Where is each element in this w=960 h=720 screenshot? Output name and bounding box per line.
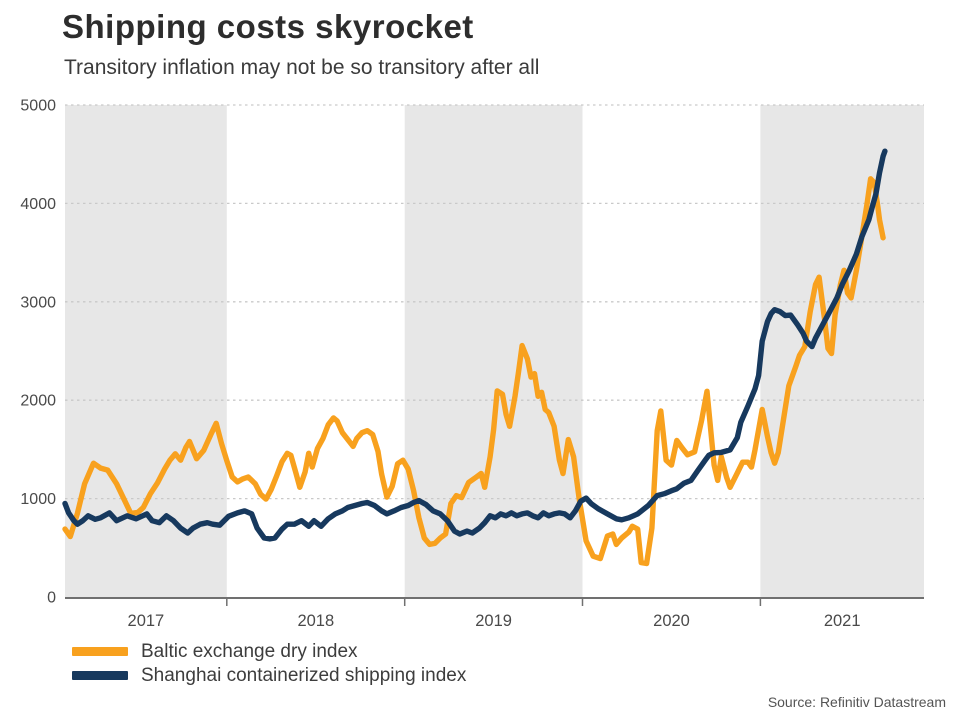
y-tick-label-3000: 3000	[20, 294, 56, 311]
y-tick-label-0: 0	[47, 590, 56, 607]
legend-item-shanghai: Shanghai containerized shipping index	[72, 665, 466, 686]
chart-title: Shipping costs skyrocket	[62, 8, 474, 45]
year-band-2019	[404, 105, 583, 597]
x-tick-label-2020: 2020	[653, 612, 690, 630]
x-tick-label-2017: 2017	[128, 612, 165, 630]
baltic-series-swatch	[72, 647, 128, 656]
chart-subtitle: Transitory inflation may not be so trans…	[64, 56, 540, 79]
source-credit: Source: Refinitiv Datastream	[767, 694, 946, 710]
y-tick-label-2000: 2000	[20, 393, 56, 410]
x-tick-label-2018: 2018	[297, 612, 334, 630]
y-tick-label-1000: 1000	[20, 491, 56, 508]
year-band-2021	[760, 105, 924, 597]
shanghai-series-swatch	[72, 671, 128, 680]
x-tick-label-2021: 2021	[824, 612, 861, 630]
y-tick-label-5000: 5000	[20, 98, 56, 115]
baltic-series-label: Baltic exchange dry index	[141, 640, 358, 662]
x-tick-label-2019: 2019	[475, 612, 512, 630]
shanghai-series-label: Shanghai containerized shipping index	[141, 664, 467, 686]
shanghai-series-line	[62, 148, 888, 542]
legend-item-baltic: Baltic exchange dry index	[72, 641, 466, 662]
legend: Baltic exchange dry index Shanghai conta…	[72, 641, 466, 686]
y-tick-label-4000: 4000	[20, 196, 56, 213]
baltic-series-line	[62, 176, 886, 567]
